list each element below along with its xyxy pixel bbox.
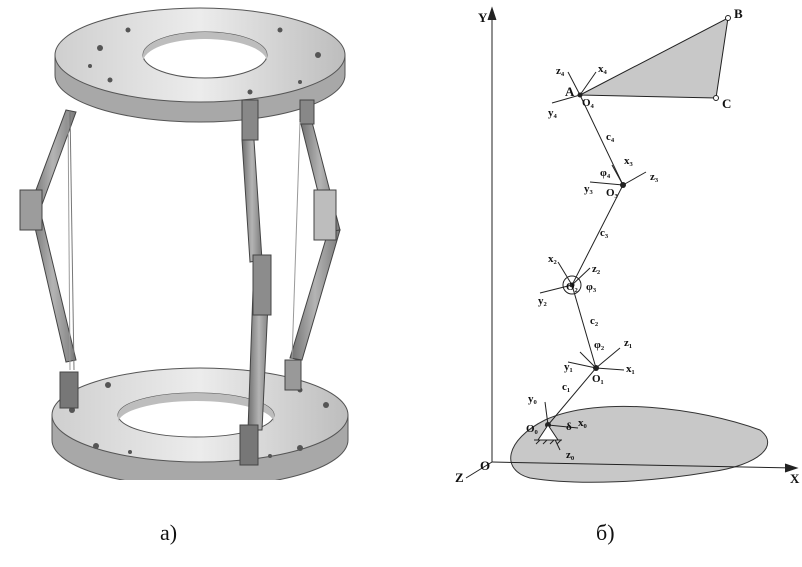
frame0-y-label: y₀ (528, 393, 538, 405)
frame4-x-label: x₄ (598, 63, 608, 75)
legs (19, 99, 341, 466)
point-b-label: B (734, 6, 743, 21)
frame3-y-label: y₃ (584, 183, 594, 195)
frame0-x-label: x₀ (578, 417, 588, 429)
point-c-label: C (722, 96, 731, 111)
point-a-label: A (565, 84, 575, 99)
top-plate (54, 7, 346, 123)
frame0-origin-label: O₀ (526, 423, 539, 435)
platform-triangle (579, 17, 729, 99)
frame3-z-label: z₃ (650, 171, 659, 183)
frame3-x-label: x₃ (624, 155, 634, 167)
link-c2-label: c₂ (590, 315, 599, 327)
frame1-z-label: z₁ (624, 337, 632, 349)
bottom-plate (51, 367, 349, 480)
axis-z-label: Z (455, 470, 464, 485)
caption-right: б) (596, 520, 615, 545)
axis-y-label: Y (478, 10, 488, 25)
base-shape (510, 405, 769, 483)
frame1-x-label: x₁ (626, 363, 635, 375)
angle-phi3-label: φ₃ (586, 281, 597, 293)
frame1-y-label: y₁ (564, 361, 573, 373)
frame0-z-label: z₀ (566, 449, 575, 461)
frame2-origin-label: O₂ (566, 281, 579, 293)
link-c1-label: c₁ (562, 381, 570, 393)
caption-left: а) (160, 520, 178, 545)
frame1-origin-label: O₁ (592, 373, 604, 385)
global-axes (465, 6, 799, 479)
frame2-z-label: z₂ (592, 263, 601, 275)
angle-phi4-label: φ₄ (600, 167, 611, 179)
axis-x-label: X (790, 471, 800, 486)
angle-delta-label: δ (566, 421, 572, 433)
frame2-y-label: y₂ (538, 295, 548, 307)
frame4-origin-label: O₄ (582, 97, 595, 109)
angle-phi2-label: φ₂ (594, 339, 605, 351)
frame2-x-label: x₂ (548, 253, 558, 265)
frame4-y-label: y₄ (548, 107, 558, 119)
ground-support (534, 424, 562, 445)
frame3-origin-label: O₃ (606, 187, 619, 199)
hexapod-illustration (19, 7, 349, 480)
link-c4-label: c₄ (606, 131, 615, 143)
kinematic-scheme: Y X Z O B C A (455, 6, 800, 486)
link-c3-label: c₃ (600, 227, 609, 239)
local-frame-arrows (539, 71, 647, 451)
frame4-z-label: z₄ (556, 65, 565, 77)
origin-label: O (480, 458, 490, 473)
kinematic-chain (547, 94, 624, 426)
